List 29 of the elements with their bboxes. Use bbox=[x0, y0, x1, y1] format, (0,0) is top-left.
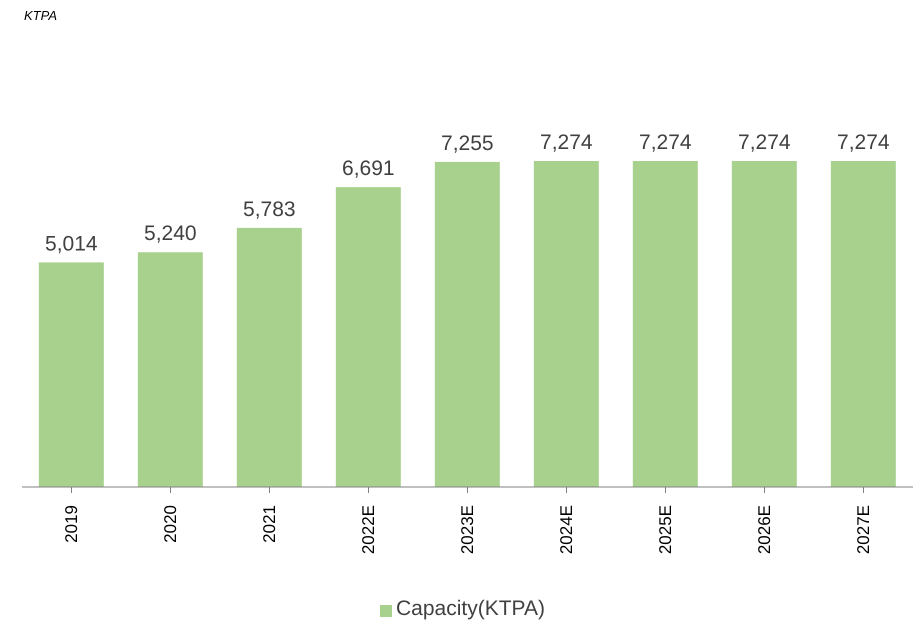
data-label: 6,691 bbox=[342, 157, 395, 180]
bar bbox=[732, 161, 797, 487]
x-tick-label: 2023E bbox=[458, 505, 477, 554]
data-label: 7,274 bbox=[639, 131, 692, 154]
bar bbox=[830, 161, 896, 487]
x-tick-label: 2020 bbox=[161, 505, 180, 543]
data-label: 7,274 bbox=[540, 131, 593, 154]
data-label: 7,255 bbox=[441, 132, 494, 155]
x-tick-label: 2026E bbox=[755, 505, 774, 554]
data-label: 7,274 bbox=[738, 131, 791, 154]
data-label: 5,240 bbox=[144, 222, 197, 246]
x-tick-label: 2022E bbox=[359, 505, 378, 554]
legend-label: Capacity(KTPA) bbox=[396, 597, 545, 620]
text: KTPA bbox=[24, 8, 57, 23]
bar bbox=[534, 161, 599, 487]
x-tick-label: 2021 bbox=[260, 505, 279, 543]
bar bbox=[38, 262, 104, 487]
data-label: 5,783 bbox=[243, 198, 296, 221]
x-tick-label: 2019 bbox=[62, 505, 81, 543]
x-tick-label: 2027E bbox=[854, 505, 873, 554]
x-tick-label: 2024E bbox=[557, 505, 576, 554]
bar bbox=[236, 228, 302, 487]
bar bbox=[138, 252, 203, 487]
bar bbox=[336, 187, 401, 487]
x-tick-label: 2025E bbox=[656, 505, 675, 554]
data-label: 7,274 bbox=[837, 131, 890, 154]
data-label: 5,014 bbox=[45, 232, 98, 256]
bar bbox=[632, 161, 698, 487]
bar bbox=[434, 162, 500, 487]
